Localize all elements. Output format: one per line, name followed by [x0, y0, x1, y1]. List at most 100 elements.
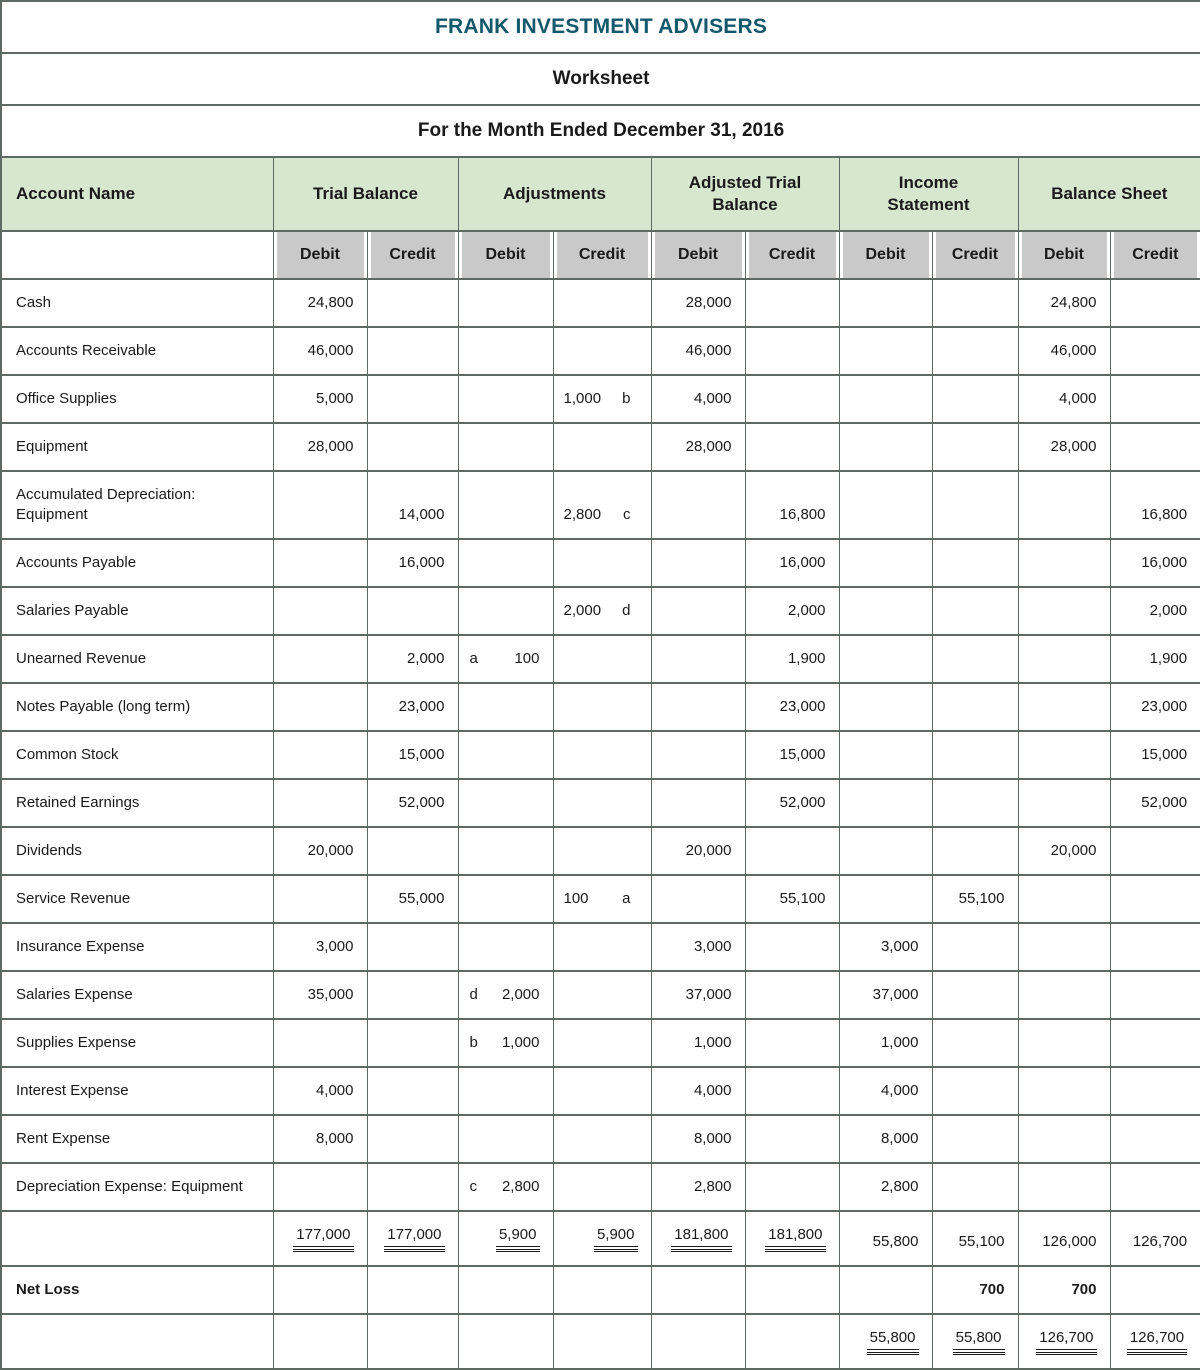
- office-supplies-is-debit: [838, 374, 933, 424]
- depreciation-expense-equipment-atb-credit: [744, 1162, 840, 1212]
- unearned-revenue-is-credit: [931, 634, 1019, 684]
- office-supplies-bs-debit: 4,000: [1017, 374, 1111, 424]
- subheader-label: Credit: [370, 233, 455, 277]
- cash-is-credit: [931, 278, 1019, 328]
- subheader-is-debit: Debit: [838, 230, 933, 280]
- account-name-accounts-receivable: Accounts Receivable: [0, 326, 274, 376]
- unearned-revenue-tb-credit: 2,000: [366, 634, 459, 684]
- salaries-payable-atb-debit: [650, 586, 746, 636]
- account-row-accumulated-depreciation-equipment: Accumulated Depreciation: Equipment 14,00…: [0, 470, 1200, 540]
- column-group-header-row: Account Name Trial Balance Adjustments Adju…: [0, 156, 1200, 232]
- accounts-receivable-tb-debit: 46,000: [272, 326, 368, 376]
- notes-payable-long-term-adj-debit: [457, 682, 554, 732]
- salaries-expense-is-debit: 37,000: [838, 970, 933, 1020]
- equipment-tb-debit: 28,000: [272, 422, 368, 472]
- notes-payable-long-term-bs-credit: 23,000: [1109, 682, 1200, 732]
- dividends-tb-credit: [366, 826, 459, 876]
- supplies-expense-adj-credit: [552, 1018, 652, 1068]
- office-supplies-is-credit: [931, 374, 1019, 424]
- unearned-revenue-atb-credit: 1,900: [744, 634, 840, 684]
- accumulated-depreciation-equipment-adj-credit: 2,800 c: [552, 470, 652, 540]
- subheader-label: Debit: [1021, 233, 1107, 277]
- salaries-expense-adj-credit: [552, 970, 652, 1020]
- adjustment-amount: 2,000: [563, 602, 602, 619]
- subheader-atb-credit: Credit: [744, 230, 840, 280]
- company-title-row: FRANK INVESTMENT ADVISERS: [0, 0, 1200, 54]
- equipment-is-debit: [838, 422, 933, 472]
- account-row-service-revenue: Service Revenue 55,000 100 a 55,100 55,100: [0, 874, 1200, 924]
- office-supplies-bs-credit: [1109, 374, 1200, 424]
- account-name-unearned-revenue: Unearned Revenue: [0, 634, 274, 684]
- service-revenue-adj-debit: [457, 874, 554, 924]
- subheader-label: Credit: [935, 233, 1015, 277]
- interest-expense-is-debit: 4,000: [838, 1066, 933, 1116]
- account-row-common-stock: Common Stock 15,000 15,000 15,000: [0, 730, 1200, 780]
- adjustment-amount: 2,000: [501, 986, 540, 1003]
- adjustment-amount: 1,000: [563, 390, 602, 407]
- account-name-common-stock: Common Stock: [0, 730, 274, 780]
- unearned-revenue-bs-credit: 1,900: [1109, 634, 1200, 684]
- office-supplies-adj-debit: [457, 374, 554, 424]
- notes-payable-long-term-tb-credit: 23,000: [366, 682, 459, 732]
- account-name-service-revenue: Service Revenue: [0, 874, 274, 924]
- account-row-accounts-receivable: Accounts Receivable 46,000 46,000 46,000: [0, 326, 1200, 376]
- subheader-adj-debit: Debit: [457, 230, 554, 280]
- unearned-revenue-is-debit: [838, 634, 933, 684]
- accounts-payable-atb-debit: [650, 538, 746, 588]
- subheader-label: Credit: [1113, 233, 1198, 277]
- interest-expense-tb-credit: [366, 1066, 459, 1116]
- accounts-payable-adj-credit: [552, 538, 652, 588]
- common-stock-is-credit: [931, 730, 1019, 780]
- adjustment-amount: 2,800: [563, 506, 602, 523]
- interest-expense-bs-debit: [1017, 1066, 1111, 1116]
- subheader-is-credit: Credit: [931, 230, 1019, 280]
- dividends-bs-debit: 20,000: [1017, 826, 1111, 876]
- insurance-expense-atb-credit: [744, 922, 840, 972]
- rent-expense-bs-credit: [1109, 1114, 1200, 1164]
- service-revenue-tb-debit: [272, 874, 368, 924]
- cash-tb-credit: [366, 278, 459, 328]
- subheader-label: Credit: [556, 233, 648, 277]
- supplies-expense-atb-debit: 1,000: [650, 1018, 746, 1068]
- account-row-accounts-payable: Accounts Payable 16,000 16,000 16,000: [0, 538, 1200, 588]
- accounts-receivable-atb-debit: 46,000: [650, 326, 746, 376]
- net-loss-is-debit: [838, 1265, 933, 1315]
- account-name-equipment: Equipment: [0, 422, 274, 472]
- final-total-is-credit: 55,800: [931, 1313, 1019, 1370]
- interest-expense-atb-credit: [744, 1066, 840, 1116]
- account-row-salaries-expense: Salaries Expense 35,000 d 2,000 37,000 37,000: [0, 970, 1200, 1020]
- adjustment-amount: 100: [514, 650, 540, 667]
- net-loss-bs-credit: [1109, 1265, 1200, 1315]
- supplies-expense-is-debit: 1,000: [838, 1018, 933, 1068]
- supplies-expense-atb-credit: [744, 1018, 840, 1068]
- accumulated-depreciation-equipment-atb-credit: 16,800: [744, 470, 840, 540]
- unearned-revenue-tb-debit: [272, 634, 368, 684]
- cash-adj-debit: [457, 278, 554, 328]
- salaries-expense-tb-credit: [366, 970, 459, 1020]
- depreciation-expense-equipment-adj-debit: c 2,800: [457, 1162, 554, 1212]
- accounts-payable-tb-credit: 16,000: [366, 538, 459, 588]
- adjustment-amount: 1,000: [501, 1034, 540, 1051]
- retained-earnings-adj-debit: [457, 778, 554, 828]
- subheader-label: Debit: [654, 233, 742, 277]
- total-atb-debit: 181,800: [650, 1210, 746, 1267]
- equipment-is-credit: [931, 422, 1019, 472]
- office-supplies-atb-debit: 4,000: [650, 374, 746, 424]
- subheader-row: Debit Credit Debit Credit Debit Credit Debit Cr…: [0, 230, 1200, 280]
- depreciation-expense-equipment-is-credit: [931, 1162, 1019, 1212]
- account-name-salaries-payable: Salaries Payable: [0, 586, 274, 636]
- notes-payable-long-term-is-credit: [931, 682, 1019, 732]
- adjustment-ref-letter: b: [622, 390, 631, 407]
- column-totals-spacer: [0, 1210, 274, 1267]
- depreciation-expense-equipment-tb-debit: [272, 1162, 368, 1212]
- salaries-payable-tb-credit: [366, 586, 459, 636]
- salaries-expense-atb-debit: 37,000: [650, 970, 746, 1020]
- accounts-receivable-adj-credit: [552, 326, 652, 376]
- total-is-credit: 55,100: [931, 1210, 1019, 1267]
- insurance-expense-bs-credit: [1109, 922, 1200, 972]
- accounts-receivable-atb-credit: [744, 326, 840, 376]
- supplies-expense-bs-debit: [1017, 1018, 1111, 1068]
- total-is-debit: 55,800: [838, 1210, 933, 1267]
- subheader-label: Debit: [276, 233, 364, 277]
- account-row-notes-payable-long-term: Notes Payable (long term) 23,000 23,000 23,…: [0, 682, 1200, 732]
